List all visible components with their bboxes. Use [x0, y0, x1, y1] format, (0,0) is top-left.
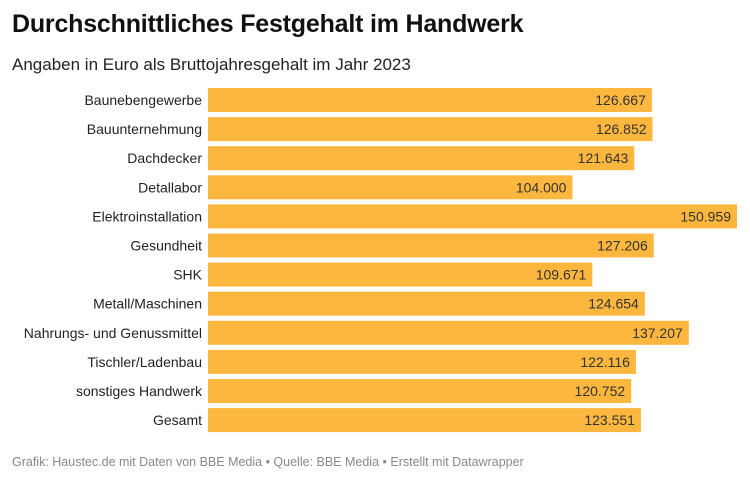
- category-label: Metall/Maschinen: [93, 296, 202, 312]
- category-label: Tischler/Ladenbau: [87, 354, 202, 370]
- category-label: sonstiges Handwerk: [76, 383, 203, 399]
- value-label: 124.654: [588, 296, 639, 312]
- value-label: 137.207: [632, 325, 683, 341]
- chart-title: Durchschnittliches Festgehalt im Handwer…: [12, 10, 524, 38]
- bar: [208, 262, 593, 287]
- bar-chart: Baunebengewerbe 126.667 Bauunternehmung 126…: [24, 88, 737, 433]
- bar: [208, 379, 632, 403]
- value-label: 126.852: [596, 121, 647, 137]
- bar: [208, 117, 653, 142]
- bar: [208, 349, 636, 374]
- category-label: SHK: [173, 267, 202, 283]
- value-label: 122.116: [580, 354, 630, 370]
- value-label: 150.959: [680, 208, 731, 224]
- category-label: Elektroinstallation: [92, 208, 202, 224]
- category-label: Baunebengewerbe: [84, 92, 202, 108]
- bar: [208, 175, 573, 200]
- category-label: Bauunternehmung: [87, 121, 202, 137]
- value-label: 120.752: [575, 383, 626, 399]
- bar: [208, 233, 654, 258]
- bar: [208, 320, 689, 345]
- value-label: 104.000: [516, 179, 567, 195]
- chart-footer: Grafik: Haustec.de mit Daten von BBE Med…: [12, 455, 524, 469]
- value-label: 121.643: [578, 150, 629, 166]
- bar: [208, 291, 645, 316]
- bar: [208, 146, 635, 171]
- value-label: 127.206: [597, 238, 648, 254]
- category-label: Gesundheit: [130, 238, 202, 254]
- value-label: 123.551: [584, 412, 635, 428]
- bar: [208, 204, 737, 229]
- chart-subtitle: Angaben in Euro als Bruttojahresgehalt i…: [12, 55, 411, 74]
- category-label: Gesamt: [153, 412, 202, 428]
- value-label: 109.671: [536, 267, 587, 283]
- bar: [208, 408, 641, 433]
- value-label: 126.667: [595, 92, 646, 108]
- category-label: Nahrungs- und Genussmittel: [24, 325, 202, 341]
- category-label: Dachdecker: [127, 150, 202, 166]
- category-label: Detallabor: [138, 179, 202, 195]
- bar: [208, 88, 652, 112]
